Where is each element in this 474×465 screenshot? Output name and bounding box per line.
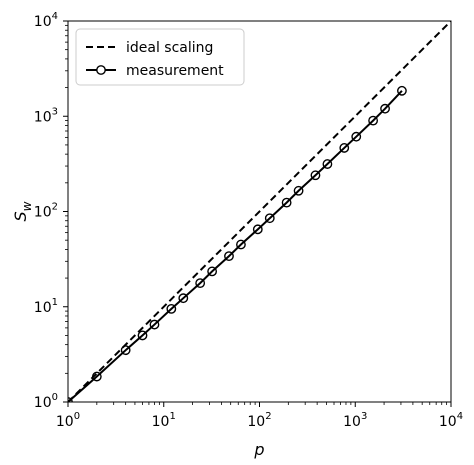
- x-tick-exponent: 0: [74, 411, 80, 422]
- data-point: [166, 303, 177, 314]
- y-tick-label: 101: [34, 297, 58, 316]
- data-point: [120, 345, 131, 356]
- y-tick-exponent: 3: [52, 106, 58, 117]
- y-tick-base: 10: [34, 14, 52, 30]
- data-point: [149, 319, 160, 330]
- legend-label: measurement: [126, 63, 224, 79]
- measurement-line: [68, 90, 403, 402]
- data-point: [310, 170, 321, 181]
- y-tick-base: 10: [34, 300, 52, 316]
- data-point: [322, 159, 333, 169]
- y-axis-label-subscript: w: [20, 201, 34, 211]
- data-point: [264, 213, 275, 224]
- y-tick-base: 10: [34, 109, 52, 125]
- data-point: [339, 143, 350, 153]
- x-tick-label: 101: [152, 411, 176, 430]
- y-tick-exponent: 0: [52, 392, 58, 403]
- data-point: [236, 239, 246, 250]
- legend: ideal scaling measurement: [75, 28, 245, 86]
- data-point: [137, 330, 148, 341]
- data-point: [281, 197, 292, 208]
- data-point: [178, 293, 189, 304]
- y-tick-label: 102: [34, 202, 58, 221]
- data-point: [224, 251, 234, 262]
- y-tick-label: 104: [34, 11, 58, 30]
- x-tick-label: 103: [343, 411, 367, 430]
- legend-box: [75, 28, 245, 86]
- x-tick-base: 10: [152, 414, 170, 430]
- data-point: [351, 131, 362, 142]
- x-tick-base: 10: [56, 414, 74, 430]
- plot-area: [68, 21, 451, 402]
- y-axis-label-base: S: [11, 211, 30, 221]
- x-tick-label: 104: [439, 411, 463, 430]
- x-tick-base: 10: [343, 414, 361, 430]
- y-tick-exponent: 4: [52, 11, 58, 22]
- x-tick-exponent: 4: [457, 411, 463, 422]
- legend-marker: [96, 65, 106, 75]
- x-tick-exponent: 2: [265, 411, 271, 422]
- data-point: [207, 266, 218, 277]
- y-tick-label: 100: [34, 392, 58, 411]
- x-axis-label: p: [253, 440, 264, 459]
- y-tick-exponent: 1: [52, 297, 58, 308]
- x-tick-label: 102: [247, 411, 271, 430]
- data-point: [195, 278, 206, 289]
- ideal-scaling-line: [68, 21, 451, 402]
- y-tick-base: 10: [34, 205, 52, 221]
- legend-label: ideal scaling: [126, 40, 213, 56]
- x-tick-label: 100: [56, 411, 80, 430]
- x-tick-exponent: 3: [361, 411, 367, 422]
- data-point: [380, 103, 390, 114]
- x-tick-base: 10: [247, 414, 265, 430]
- data-point: [252, 224, 263, 235]
- x-tick-base: 10: [439, 414, 457, 430]
- data-point: [397, 85, 407, 96]
- y-axis-label: Sw: [11, 201, 34, 221]
- x-tick-exponent: 1: [169, 411, 175, 422]
- y-tick-base: 10: [34, 395, 52, 411]
- y-tick-label: 103: [34, 106, 58, 125]
- data-point: [368, 115, 378, 126]
- y-tick-exponent: 2: [52, 202, 58, 213]
- data-point: [293, 185, 304, 196]
- data-point: [91, 371, 102, 382]
